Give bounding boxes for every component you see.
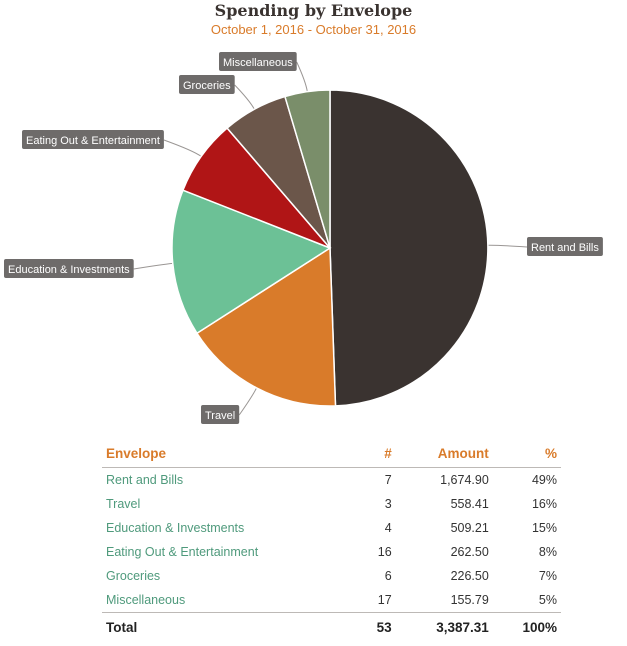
transaction-count: 4 — [384, 521, 392, 535]
percent-value: 5% — [538, 593, 557, 607]
amount-value: 558.41 — [450, 497, 489, 511]
percent-value: 16% — [531, 497, 557, 511]
amount-value: 509.21 — [450, 521, 489, 535]
slice-label-education-and-investments: Education & Investments — [4, 259, 134, 278]
transaction-count: 6 — [384, 569, 392, 583]
transaction-count: 3 — [384, 497, 392, 511]
total-amount: 3,387.31 — [395, 612, 493, 640]
envelope-name-link[interactable]: Eating Out & Entertainment — [106, 545, 259, 559]
label-leader-line — [163, 139, 202, 157]
envelope-name-link[interactable]: Groceries — [106, 569, 161, 583]
percent-value: 8% — [538, 545, 557, 559]
envelope-name-link[interactable]: Rent and Bills — [106, 473, 184, 487]
total-row: Total 53 3,387.31 100% — [102, 612, 561, 640]
amount-value: 1,674.90 — [440, 473, 489, 487]
table-row: Groceries 6 226.50 7% — [102, 564, 561, 588]
transaction-count: 17 — [377, 593, 392, 607]
pie-slice-miscellaneous[interactable] — [284, 89, 331, 249]
table-header-row: Envelope # Amount % — [102, 440, 561, 468]
label-leader-line — [238, 387, 258, 416]
header-amount[interactable]: Amount — [395, 440, 493, 468]
slice-label-miscellaneous: Miscellaneous — [219, 52, 297, 71]
header-count[interactable]: # — [358, 440, 396, 468]
transaction-count: 7 — [384, 473, 392, 487]
pie-chart: Rent and Bills Travel Education & Investme… — [4, 52, 603, 424]
table-row: Eating Out & Entertainment 16 262.50 8% — [102, 540, 561, 564]
table-row: Miscellaneous 17 155.79 5% — [102, 588, 561, 613]
envelope-name-link[interactable]: Miscellaneous — [106, 593, 186, 607]
amount-value: 155.79 — [450, 593, 489, 607]
table-body: Rent and Bills 7 1,674.90 49% Travel 3 558.41 1… — [102, 468, 561, 640]
slice-label-eating-out-and-entertainment: Eating Out & Entertainment — [22, 130, 164, 149]
header-envelope[interactable]: Envelope — [102, 440, 359, 468]
percent-value: 15% — [531, 521, 557, 535]
svg-text:Travel: Travel — [205, 410, 235, 422]
table-row: Travel 3 558.41 16% — [102, 492, 561, 516]
total-count: 53 — [358, 612, 396, 640]
envelope-name-link[interactable]: Travel — [106, 497, 141, 511]
pie-slice-education-and-investments[interactable] — [171, 189, 332, 335]
svg-text:Education & Investments: Education & Investments — [8, 264, 130, 276]
svg-text:Eating Out & Entertainment: Eating Out & Entertainment — [26, 135, 160, 147]
header-percent[interactable]: % — [492, 440, 561, 468]
total-label: Total — [102, 612, 359, 640]
slice-label-groceries: Groceries — [179, 75, 235, 94]
label-leader-line — [133, 262, 173, 270]
table-row: Rent and Bills 7 1,674.90 49% — [102, 468, 561, 493]
slice-label-travel: Travel — [201, 405, 240, 424]
pie-slice-travel[interactable] — [195, 246, 337, 407]
amount-value: 262.50 — [450, 545, 489, 559]
svg-text:Miscellaneous: Miscellaneous — [223, 57, 293, 69]
svg-text:Groceries: Groceries — [183, 80, 231, 92]
percent-value: 7% — [538, 569, 557, 583]
transaction-count: 16 — [377, 545, 392, 559]
envelope-table: Envelope # Amount % Rent and Bills 7 1,674… — [102, 440, 561, 640]
slice-label-rent-and-bills: Rent and Bills — [527, 237, 603, 256]
label-leader-line — [487, 244, 528, 248]
pie-slice-rent-and-bills[interactable] — [329, 89, 489, 407]
envelope-name-link[interactable]: Education & Investments — [106, 521, 245, 535]
label-leader-line — [234, 84, 255, 110]
amount-value: 226.50 — [450, 569, 489, 583]
percent-value: 49% — [531, 473, 557, 487]
chart-subtitle: October 1, 2016 - October 31, 2016 — [210, 22, 417, 37]
chart-title: Spending by Envelope — [214, 1, 413, 20]
table-row: Education & Investments 4 509.21 15% — [102, 516, 561, 540]
label-leader-line — [296, 61, 308, 92]
total-percent: 100% — [492, 612, 561, 640]
svg-text:Rent and Bills: Rent and Bills — [531, 242, 599, 254]
